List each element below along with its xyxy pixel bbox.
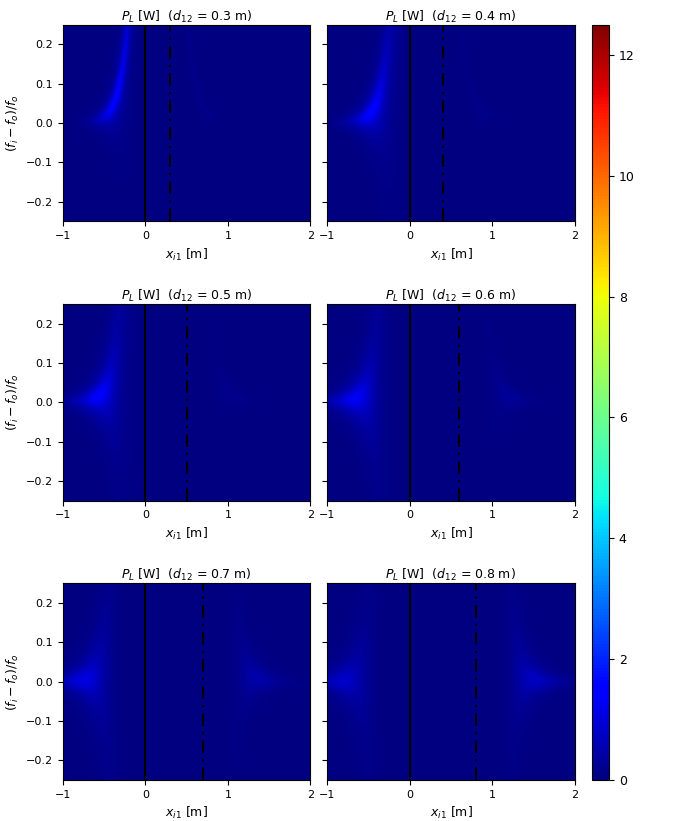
Y-axis label: $(f_i-f_o)/f_o$: $(f_i-f_o)/f_o$ [4, 653, 20, 710]
Title: $P_L$ [W]  ($d_{12}$ = 0.4 m): $P_L$ [W] ($d_{12}$ = 0.4 m) [385, 8, 517, 25]
Title: $P_L$ [W]  ($d_{12}$ = 0.6 m): $P_L$ [W] ($d_{12}$ = 0.6 m) [385, 288, 517, 304]
Title: $P_L$ [W]  ($d_{12}$ = 0.8 m): $P_L$ [W] ($d_{12}$ = 0.8 m) [386, 567, 517, 583]
X-axis label: $x_{i1}$ [m]: $x_{i1}$ [m] [165, 246, 208, 263]
X-axis label: $x_{i1}$ [m]: $x_{i1}$ [m] [430, 246, 473, 263]
X-axis label: $x_{i1}$ [m]: $x_{i1}$ [m] [165, 526, 208, 542]
Title: $P_L$ [W]  ($d_{12}$ = 0.5 m): $P_L$ [W] ($d_{12}$ = 0.5 m) [121, 288, 252, 304]
X-axis label: $x_{i1}$ [m]: $x_{i1}$ [m] [165, 805, 208, 821]
Y-axis label: $(f_i-f_o)/f_o$: $(f_i-f_o)/f_o$ [4, 374, 20, 431]
Title: $P_L$ [W]  ($d_{12}$ = 0.3 m): $P_L$ [W] ($d_{12}$ = 0.3 m) [121, 8, 252, 25]
Title: $P_L$ [W]  ($d_{12}$ = 0.7 m): $P_L$ [W] ($d_{12}$ = 0.7 m) [122, 567, 252, 583]
Y-axis label: $(f_i-f_o)/f_o$: $(f_i-f_o)/f_o$ [4, 94, 20, 152]
X-axis label: $x_{i1}$ [m]: $x_{i1}$ [m] [430, 526, 473, 542]
X-axis label: $x_{i1}$ [m]: $x_{i1}$ [m] [430, 805, 473, 821]
